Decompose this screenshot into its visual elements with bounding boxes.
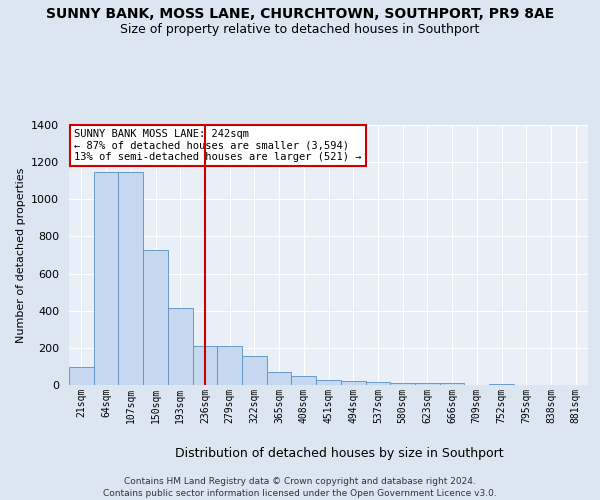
Bar	[365, 382, 390, 385]
Bar	[489, 384, 514, 385]
Bar	[415, 383, 440, 385]
Bar	[440, 383, 464, 385]
Bar	[341, 382, 365, 385]
Y-axis label: Number of detached properties: Number of detached properties	[16, 168, 26, 342]
Bar	[118, 172, 143, 385]
Text: Distribution of detached houses by size in Southport: Distribution of detached houses by size …	[175, 448, 503, 460]
Text: Contains HM Land Registry data © Crown copyright and database right 2024.: Contains HM Land Registry data © Crown c…	[124, 478, 476, 486]
Bar	[242, 356, 267, 385]
Bar	[292, 376, 316, 385]
Text: Contains public sector information licensed under the Open Government Licence v3: Contains public sector information licen…	[103, 489, 497, 498]
Bar	[267, 372, 292, 385]
Bar	[168, 308, 193, 385]
Bar	[390, 383, 415, 385]
Bar	[143, 250, 168, 385]
Bar	[94, 172, 118, 385]
Text: Size of property relative to detached houses in Southport: Size of property relative to detached ho…	[121, 22, 479, 36]
Bar	[217, 346, 242, 385]
Bar	[316, 380, 341, 385]
Text: SUNNY BANK, MOSS LANE, CHURCHTOWN, SOUTHPORT, PR9 8AE: SUNNY BANK, MOSS LANE, CHURCHTOWN, SOUTH…	[46, 8, 554, 22]
Bar	[69, 368, 94, 385]
Text: SUNNY BANK MOSS LANE: 242sqm
← 87% of detached houses are smaller (3,594)
13% of: SUNNY BANK MOSS LANE: 242sqm ← 87% of de…	[74, 129, 362, 162]
Bar	[193, 346, 217, 385]
